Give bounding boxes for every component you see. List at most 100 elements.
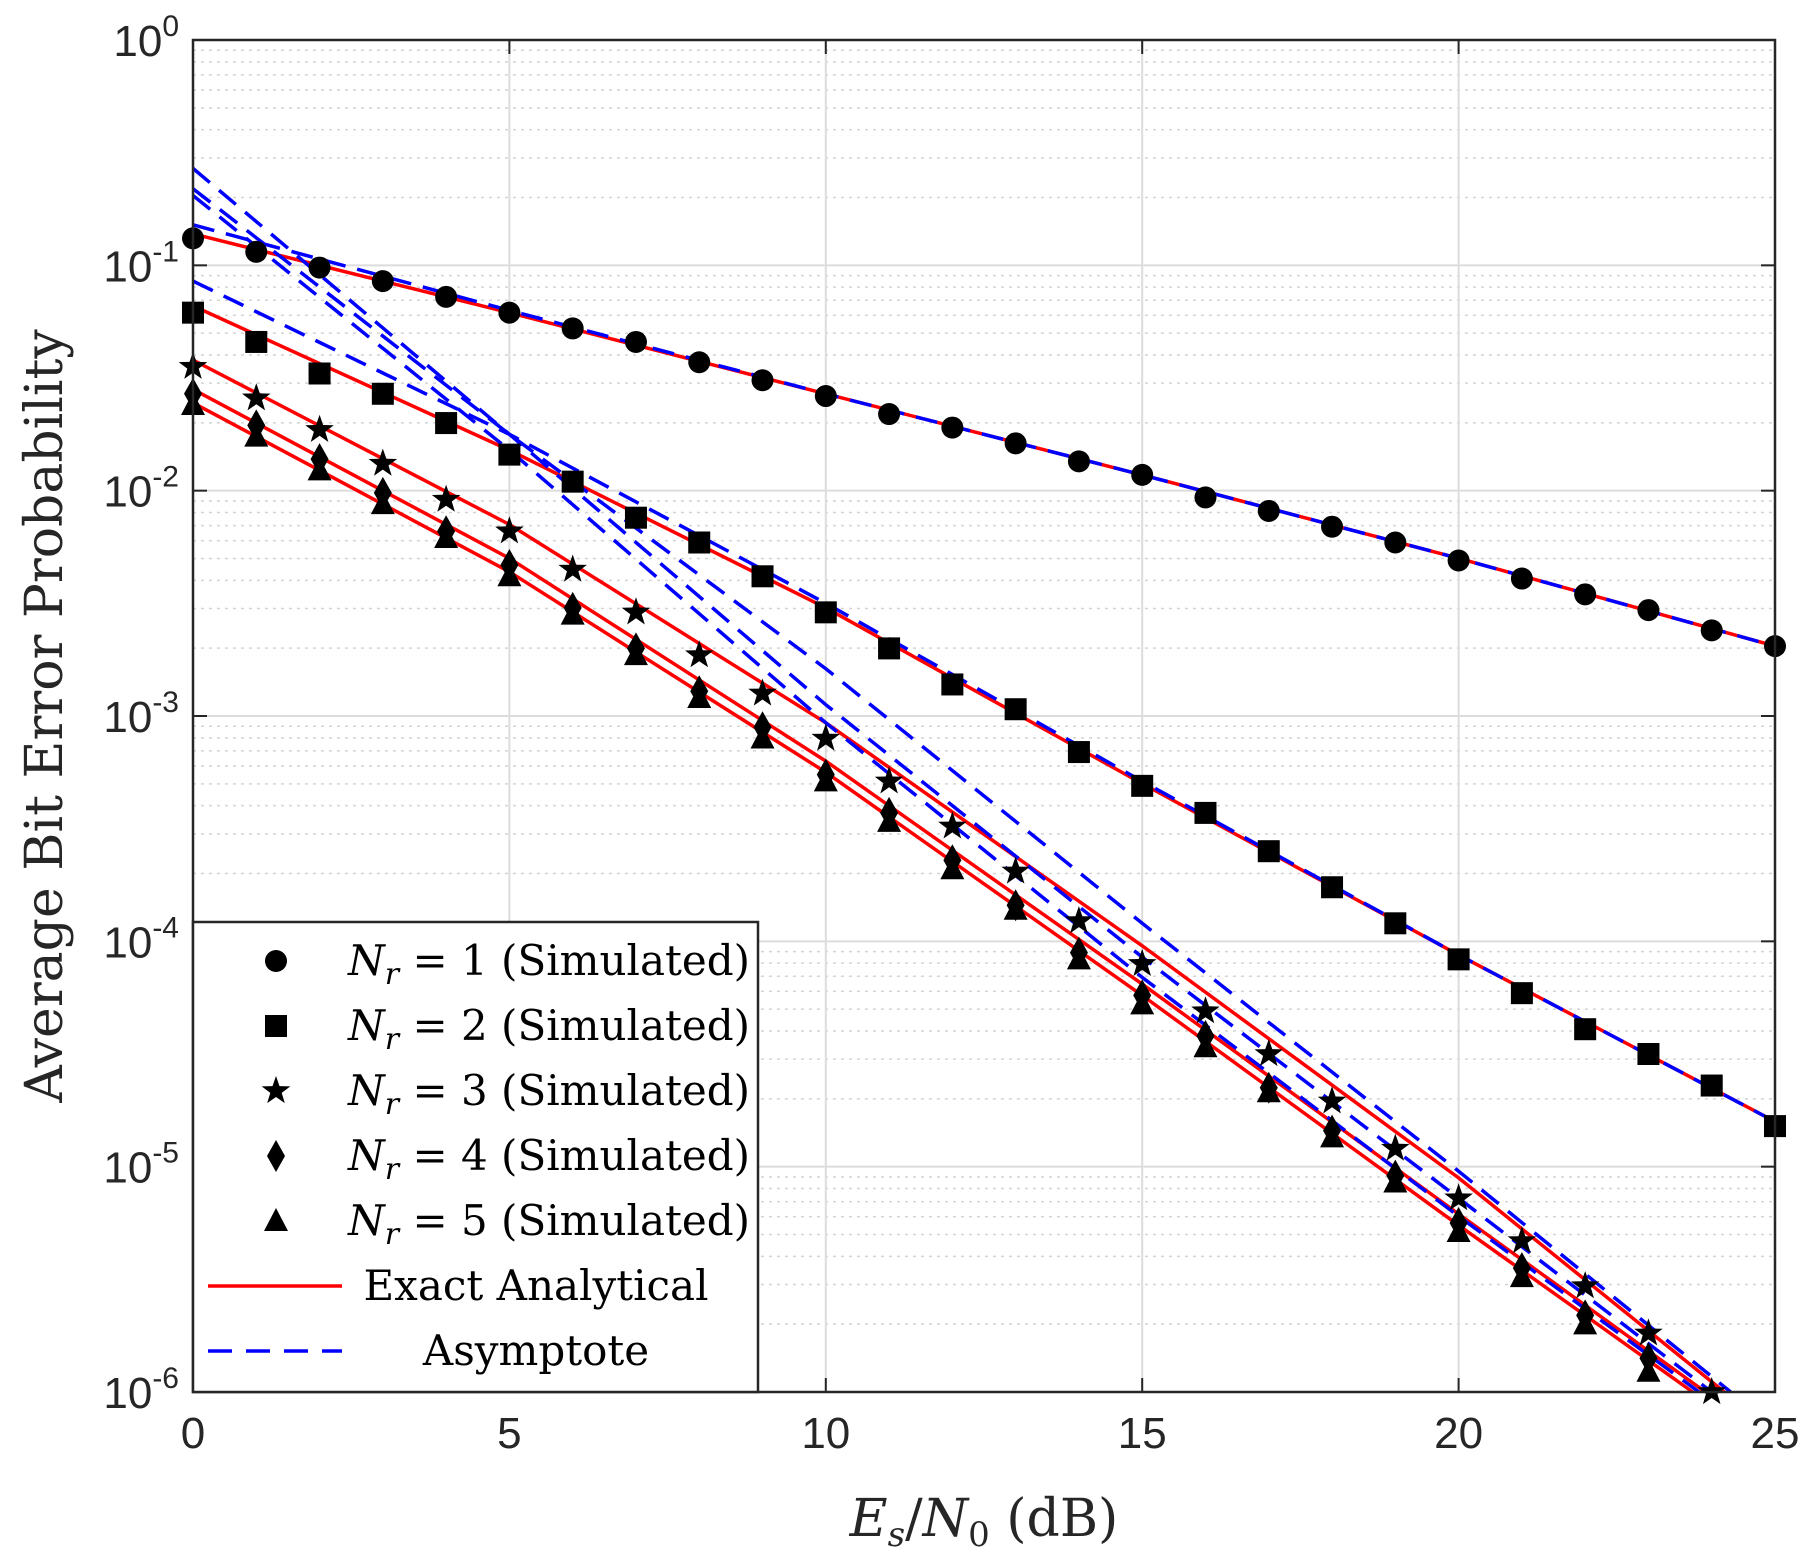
triangle-marker	[813, 768, 838, 792]
y-tick-label: 10-2	[103, 461, 179, 517]
star-marker	[1254, 1039, 1283, 1067]
circle-marker	[1447, 549, 1470, 572]
triangle-marker	[623, 642, 648, 666]
x-tick-label: 20	[1434, 1409, 1483, 1458]
star-marker	[305, 414, 334, 442]
triangle-marker	[1003, 896, 1028, 920]
triangle-marker	[244, 423, 269, 447]
square-marker	[1131, 774, 1154, 797]
circle-marker	[1194, 486, 1217, 509]
square-marker	[688, 531, 711, 554]
square-marker	[1321, 876, 1344, 899]
circle-marker	[308, 256, 331, 279]
triangle-marker	[497, 563, 522, 587]
triangle-marker	[1446, 1219, 1471, 1243]
circle-marker	[624, 330, 647, 353]
triangle-marker	[877, 808, 902, 832]
circle-marker	[1004, 432, 1027, 455]
square-marker	[878, 637, 901, 660]
circle-marker	[1321, 515, 1344, 538]
star-marker	[1317, 1086, 1347, 1114]
star-marker	[874, 766, 904, 794]
square-marker	[1194, 801, 1217, 824]
legend-circle-marker	[265, 950, 287, 972]
square-marker	[435, 412, 458, 435]
circle-marker	[245, 240, 268, 263]
square-marker	[941, 673, 964, 696]
y-tick-label: 10-6	[103, 1362, 179, 1418]
square-marker	[308, 362, 331, 385]
triangle-marker	[560, 601, 585, 625]
legend-diamond-marker	[267, 1140, 285, 1172]
circle-marker	[1131, 463, 1154, 486]
x-tick-label: 15	[1118, 1409, 1167, 1458]
triangle-marker	[687, 684, 712, 708]
asymptote-curve	[191, 194, 1701, 1394]
triangle-marker	[750, 725, 775, 749]
y-tick-label: 100	[113, 10, 179, 66]
star-marker	[748, 678, 777, 706]
triangle-marker	[940, 856, 965, 880]
analytical-curve	[192, 401, 1694, 1394]
star-marker	[495, 516, 524, 544]
square-marker	[498, 443, 521, 466]
circle-marker	[1067, 450, 1090, 473]
y-tick-label: 10-3	[103, 686, 179, 742]
square-marker	[371, 382, 394, 405]
x-tick-label: 5	[497, 1409, 521, 1458]
circle-marker	[1574, 583, 1597, 606]
square-marker	[1700, 1074, 1723, 1097]
star-marker	[1127, 948, 1157, 976]
y-tick-label: 10-1	[103, 235, 179, 291]
star-marker	[558, 554, 587, 582]
x-axis-title: Es/N0 (dB)	[849, 1489, 1119, 1555]
star-marker	[1001, 856, 1030, 884]
star-marker	[431, 484, 461, 512]
star-marker	[938, 811, 967, 839]
square-marker	[1510, 982, 1533, 1005]
square-marker	[561, 470, 584, 493]
diamond-marker	[1639, 1342, 1658, 1375]
circle-marker	[1700, 619, 1723, 642]
legend: Nr = 1 (Simulated) Nr = 2 (Simulated) Nr =…	[191, 920, 760, 1394]
circle-marker	[371, 270, 394, 293]
y-tick-label: 10-4	[103, 911, 179, 967]
y-axis-title: Average Bit Error Probability	[15, 329, 75, 1104]
analytical-curve	[192, 387, 1707, 1394]
circle-marker	[941, 416, 964, 439]
legend-box	[191, 920, 760, 1394]
circle-marker	[498, 301, 521, 324]
circle-marker	[814, 385, 837, 408]
asymptote-curve	[191, 187, 1732, 1394]
x-tick-label: 25	[1751, 1409, 1800, 1458]
asymptote-curve	[191, 167, 1713, 1394]
triangle-marker	[1130, 991, 1155, 1015]
star-marker	[1381, 1133, 1410, 1161]
triangle-marker	[1509, 1264, 1534, 1288]
star-marker	[1191, 996, 1220, 1024]
triangle-marker	[1320, 1124, 1345, 1148]
circle-marker	[1257, 499, 1280, 522]
triangle-marker	[307, 457, 332, 481]
legend-square-marker	[265, 1015, 287, 1037]
circle-marker	[435, 285, 458, 308]
square-marker	[751, 565, 774, 588]
legend-label: Exact Analytical	[363, 1261, 708, 1310]
circle-marker	[561, 317, 584, 340]
circle-marker	[878, 403, 901, 426]
star-marker	[1570, 1271, 1600, 1299]
square-marker	[1574, 1018, 1597, 1041]
star-marker	[242, 383, 271, 411]
legend-label: Nr = 3 (Simulated)	[347, 1066, 750, 1122]
star-marker	[1634, 1318, 1663, 1346]
triangle-marker	[434, 524, 459, 548]
triangle-marker	[1193, 1034, 1218, 1058]
star-marker	[811, 723, 841, 751]
legend-label: Nr = 1 (Simulated)	[347, 936, 750, 992]
circle-marker	[751, 369, 774, 392]
square-marker	[1447, 948, 1470, 971]
square-marker	[245, 330, 268, 353]
triangle-marker	[1066, 946, 1091, 970]
triangle-marker	[1383, 1169, 1408, 1193]
square-marker	[1637, 1043, 1660, 1065]
